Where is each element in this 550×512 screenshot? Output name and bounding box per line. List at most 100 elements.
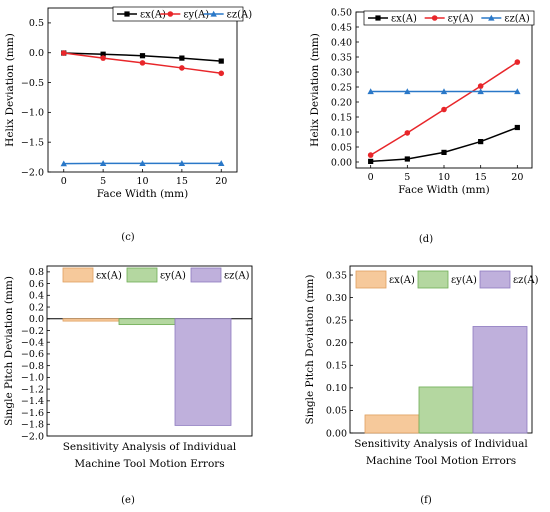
legend: εx(A) εy(A) εz(A): [62, 267, 250, 283]
y-tick-label: 0.35: [326, 270, 347, 281]
y-tick-label: 0.20: [326, 338, 347, 349]
y-tick-label: 0.0: [29, 314, 44, 325]
y-tick-label: 0.6: [29, 279, 44, 290]
legend-marker: [488, 14, 495, 21]
y-tick-label: 0.0: [29, 48, 44, 59]
panel-label: (c): [121, 232, 135, 243]
x-tick-label: 10: [438, 172, 450, 183]
data-point: [477, 88, 484, 95]
data-point: [478, 139, 484, 145]
legend-entry: εy(A): [451, 275, 477, 286]
chart-panel-c: 0.5 0.0 −0.5 −1.0 −1.5 −2.0 0 5 10 15 20 Face Width…: [4, 6, 252, 243]
legend: εx(A) εy(A) εz(A): [112, 6, 252, 22]
legend-entry: εx(A): [391, 14, 417, 25]
y-tick-label: 0.50: [331, 7, 352, 18]
data-point: [404, 130, 411, 136]
legend-marker: [210, 10, 217, 17]
x-tick-label: 15: [475, 172, 487, 183]
bar-1: [418, 386, 474, 434]
bar-2: [472, 326, 528, 434]
legend-entry: εz(A): [224, 271, 250, 282]
y-tick-label: 0.30: [331, 67, 352, 78]
y-axis-label: Helix Deviation (mm): [4, 33, 16, 147]
y-tick-label: −0.6: [21, 349, 44, 360]
y-tick-label: 0.00: [326, 428, 347, 439]
panel-label: (f): [420, 495, 432, 506]
data-point: [99, 160, 107, 166]
data-point: [139, 60, 146, 66]
data-point: [441, 149, 447, 155]
data-point: [218, 160, 225, 166]
y-tick-label: −0.4: [21, 338, 44, 349]
y-axis-label: Single Pitch Deviation (mm): [3, 276, 15, 426]
plot-frame: [47, 7, 238, 173]
y-tick-label: 0.05: [326, 406, 347, 417]
chart-panel-e: 0.80.60.40.20.0−0.2−0.4−0.6−0.8−1.0−1.2−…: [3, 265, 253, 506]
data-point: [404, 88, 411, 95]
y-tick-label: −1.2: [21, 384, 44, 395]
data-point: [139, 53, 146, 59]
bar-0: [364, 414, 420, 434]
legend-entry: εy(A): [448, 14, 474, 25]
legend: εx(A) εy(A) εz(A): [355, 270, 539, 289]
panel-label: (e): [121, 495, 135, 506]
x-axis-label: Sensitivity Analysis of Individual: [63, 441, 237, 453]
legend-entry: εz(A): [513, 275, 539, 286]
data-point: [139, 160, 146, 166]
y-tick-label: 0.10: [331, 127, 352, 138]
x-axis-label: Machine Tool Motion Errors: [74, 458, 224, 470]
y-tick-label: 0.05: [331, 142, 352, 153]
legend-entry: εy(A): [160, 271, 186, 282]
legend: εx(A) εy(A) εz(A): [363, 10, 535, 26]
y-axis-label: Helix Deviation (mm): [309, 33, 321, 147]
x-axis-label: Face Width (mm): [97, 188, 188, 200]
y-tick-label: 0.5: [29, 18, 44, 29]
y-axis-label: Single Pitch Deviation (mm): [304, 275, 316, 425]
y-tick-label: 0.15: [331, 112, 352, 123]
panel-label: (d): [419, 234, 433, 245]
y-tick-label: −1.0: [21, 373, 44, 384]
legend-entry: εx(A): [389, 275, 415, 286]
data-point: [514, 59, 521, 65]
y-tick-label: −1.4: [21, 396, 44, 407]
legend-marker: [124, 11, 130, 17]
data-point: [218, 70, 225, 77]
y-tick-label: 0.20: [331, 97, 352, 108]
x-tick-label: 0: [61, 176, 67, 187]
y-tick-label: 0.8: [29, 267, 44, 278]
data-point: [60, 160, 67, 167]
data-point: [514, 124, 520, 131]
data-point: [477, 83, 484, 89]
y-tick-label: 0.25: [331, 82, 352, 93]
x-tick-label: 20: [511, 172, 523, 183]
legend-entry: εy(A): [183, 10, 209, 21]
data-point: [100, 55, 106, 61]
y-tick-label: 0.35: [331, 52, 352, 63]
data-point: [179, 65, 185, 71]
legend-entry: εx(A): [96, 271, 122, 282]
plot-frame: [46, 265, 253, 437]
legend-entry: εz(A): [504, 14, 530, 25]
y-tick-label: 0.30: [326, 293, 347, 304]
x-axis-label: Face Width (mm): [398, 184, 489, 196]
x-tick-label: 5: [404, 172, 410, 183]
legend-swatch: [479, 270, 511, 289]
data-point: [179, 55, 185, 61]
y-tick-label: 0.00: [331, 157, 352, 168]
x-axis-label: Machine Tool Motion Errors: [366, 455, 516, 467]
legend-swatch: [62, 267, 94, 283]
data-point: [218, 58, 224, 64]
data-point: [100, 51, 106, 57]
y-tick-label: −1.0: [21, 108, 44, 119]
bar-0: [62, 318, 120, 322]
x-axis-label: Sensitivity Analysis of Individual: [354, 438, 528, 450]
x-tick-label: 20: [215, 176, 227, 187]
x-tick-label: 15: [176, 176, 188, 187]
legend-swatch: [126, 267, 158, 283]
y-tick-label: −0.8: [21, 361, 44, 372]
data-point: [368, 158, 374, 164]
data-point: [367, 152, 374, 158]
y-tick-label: −0.2: [21, 326, 44, 337]
y-tick-label: −2.0: [21, 167, 44, 178]
